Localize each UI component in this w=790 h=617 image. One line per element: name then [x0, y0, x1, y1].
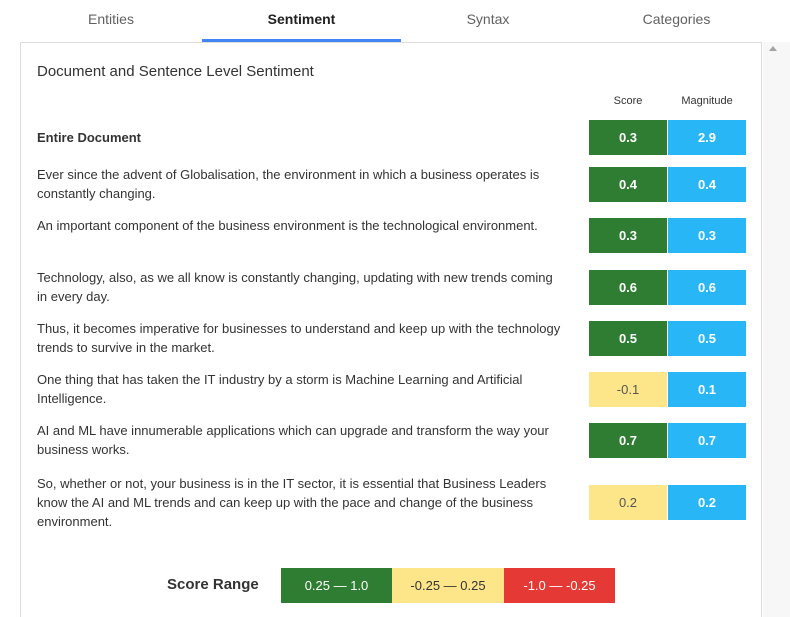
sentence-text: AI and ML have innumerable applications … [37, 423, 549, 457]
sentiment-row: Technology, also, as we all know is cons… [37, 268, 747, 306]
sentiment-panel: Document and Sentence Level Sentiment Sc… [20, 42, 762, 617]
sentence-text: An important component of the business e… [37, 218, 538, 233]
magnitude-cell: 0.3 [668, 218, 746, 253]
active-tab-indicator [202, 39, 401, 42]
score-cell: 0.6 [589, 270, 667, 305]
score-cell: 0.7 [589, 423, 667, 458]
tab-sentiment[interactable]: Sentiment [267, 11, 336, 27]
sentence-text: Thus, it becomes imperative for business… [37, 321, 561, 355]
score-cell: 0.5 [589, 321, 667, 356]
score-cell: 0.2 [589, 485, 667, 520]
vertical-scrollbar[interactable] [763, 42, 790, 617]
magnitude-column-header: Magnitude [681, 95, 733, 107]
sentence-text: Ever since the advent of Globalisation, … [37, 167, 540, 201]
magnitude-cell: 0.1 [668, 372, 746, 407]
score-cell: -0.1 [589, 372, 667, 407]
sentiment-row: Ever since the advent of Globalisation, … [37, 165, 747, 203]
sentence-text: So, whether or not, your business is in … [37, 476, 547, 529]
score-range-negative: -1.0 — -0.25 [504, 568, 615, 603]
score-range-neutral: -0.25 — 0.25 [392, 568, 504, 603]
tab-syntax[interactable]: Syntax [466, 11, 510, 27]
panel-title: Document and Sentence Level Sentiment [37, 63, 314, 80]
magnitude-cell: 0.5 [668, 321, 746, 356]
score-cell: 0.3 [589, 218, 667, 253]
sentiment-row: AI and ML have innumerable applications … [37, 421, 747, 459]
tab-entities[interactable]: Entities [88, 11, 134, 27]
score-range-positive: 0.25 — 1.0 [281, 568, 392, 603]
sentiment-row: One thing that has taken the IT industry… [37, 370, 747, 408]
magnitude-cell: 0.2 [668, 485, 746, 520]
magnitude-cell: 0.7 [668, 423, 746, 458]
score-range-label: Score Range [167, 576, 259, 593]
sentiment-row: Entire Document 0.3 2.9 [37, 118, 747, 156]
entire-document-label: Entire Document [37, 130, 142, 145]
magnitude-cell: 0.4 [668, 167, 746, 202]
sentence-text: Technology, also, as we all know is cons… [37, 270, 553, 304]
tab-bar: Entities Sentiment Syntax Categories [20, 0, 763, 42]
sentence-text: One thing that has taken the IT industry… [37, 372, 523, 406]
sentiment-row: An important component of the business e… [37, 216, 747, 254]
scroll-up-arrow-icon[interactable] [769, 46, 777, 51]
tab-categories[interactable]: Categories [642, 11, 711, 27]
score-column-header: Score [613, 95, 643, 107]
sentiment-row: So, whether or not, your business is in … [37, 472, 747, 532]
magnitude-cell: 2.9 [668, 120, 746, 155]
sentiment-row: Thus, it becomes imperative for business… [37, 319, 747, 357]
magnitude-cell: 0.6 [668, 270, 746, 305]
score-cell: 0.4 [589, 167, 667, 202]
score-cell: 0.3 [589, 120, 667, 155]
